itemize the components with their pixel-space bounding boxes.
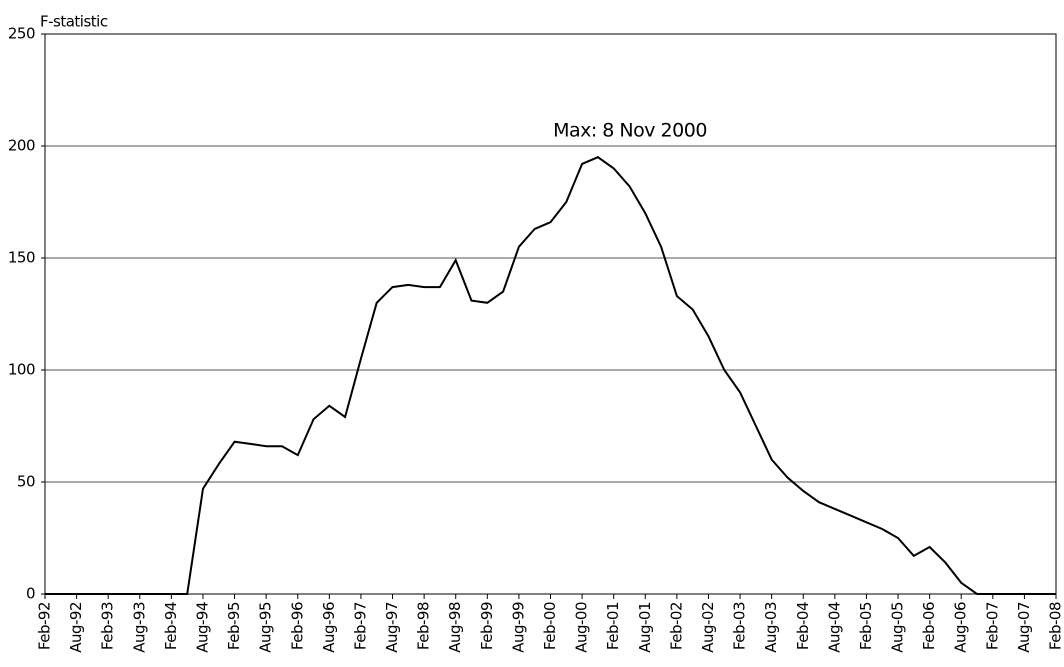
y-tick-label: 50 bbox=[17, 473, 35, 491]
x-tick-label: Aug-07 bbox=[1015, 602, 1033, 653]
annotation: Max: 8 Nov 2000 bbox=[553, 120, 707, 142]
x-tick-label: Aug-06 bbox=[952, 602, 970, 653]
x-tick-label: Aug-96 bbox=[320, 602, 338, 653]
x-tick-label: Feb-97 bbox=[351, 602, 369, 650]
x-tick-label: Feb-96 bbox=[288, 602, 306, 650]
x-tick-label: Aug-02 bbox=[699, 602, 717, 653]
x-tick-label: Feb-98 bbox=[415, 602, 433, 650]
x-tick-label: Aug-92 bbox=[67, 602, 85, 653]
x-tick-label: Feb-04 bbox=[794, 602, 812, 650]
x-tick-label: Feb-07 bbox=[983, 602, 1001, 650]
x-tick-label: Aug-05 bbox=[889, 602, 907, 653]
plot-frame bbox=[44, 33, 1057, 595]
y-tick-label: 250 bbox=[8, 25, 35, 43]
x-tick-label: Feb-06 bbox=[920, 602, 938, 650]
y-tick-label: 200 bbox=[8, 137, 35, 155]
x-tick-label: Feb-00 bbox=[541, 602, 559, 650]
x-tick-label: Aug-98 bbox=[446, 602, 464, 653]
x-tick-label: Feb-93 bbox=[99, 602, 117, 650]
x-tick-label: Feb-02 bbox=[667, 602, 685, 650]
x-tick-label: Feb-99 bbox=[478, 602, 496, 650]
x-tick-label: Aug-94 bbox=[193, 602, 211, 653]
x-tick-label: Feb-08 bbox=[1047, 602, 1064, 650]
x-tick-label: Aug-99 bbox=[509, 602, 527, 653]
y-tick-label: 0 bbox=[26, 585, 35, 603]
x-tick-label: Aug-95 bbox=[257, 602, 275, 653]
x-tick-label: Feb-95 bbox=[225, 602, 243, 650]
x-tick-label: Feb-01 bbox=[604, 602, 622, 650]
x-tick-label: Aug-03 bbox=[762, 602, 780, 653]
x-tick-label: Feb-92 bbox=[36, 602, 54, 650]
x-tick-label: Aug-00 bbox=[573, 602, 591, 653]
y-tick-label: 150 bbox=[8, 249, 35, 267]
x-tick-label: Feb-03 bbox=[731, 602, 749, 650]
x-tick-label: Feb-05 bbox=[857, 602, 875, 650]
y-axis-label: F-statistic bbox=[40, 13, 108, 31]
data-line bbox=[45, 156, 1056, 595]
x-tick-label: Feb-94 bbox=[162, 602, 180, 650]
x-tick-label: Aug-04 bbox=[825, 602, 843, 653]
y-tick-label: 100 bbox=[8, 361, 35, 379]
x-tick-label: Aug-97 bbox=[383, 602, 401, 653]
x-tick-label: Aug-93 bbox=[130, 602, 148, 653]
x-tick-label: Aug-01 bbox=[636, 602, 654, 653]
